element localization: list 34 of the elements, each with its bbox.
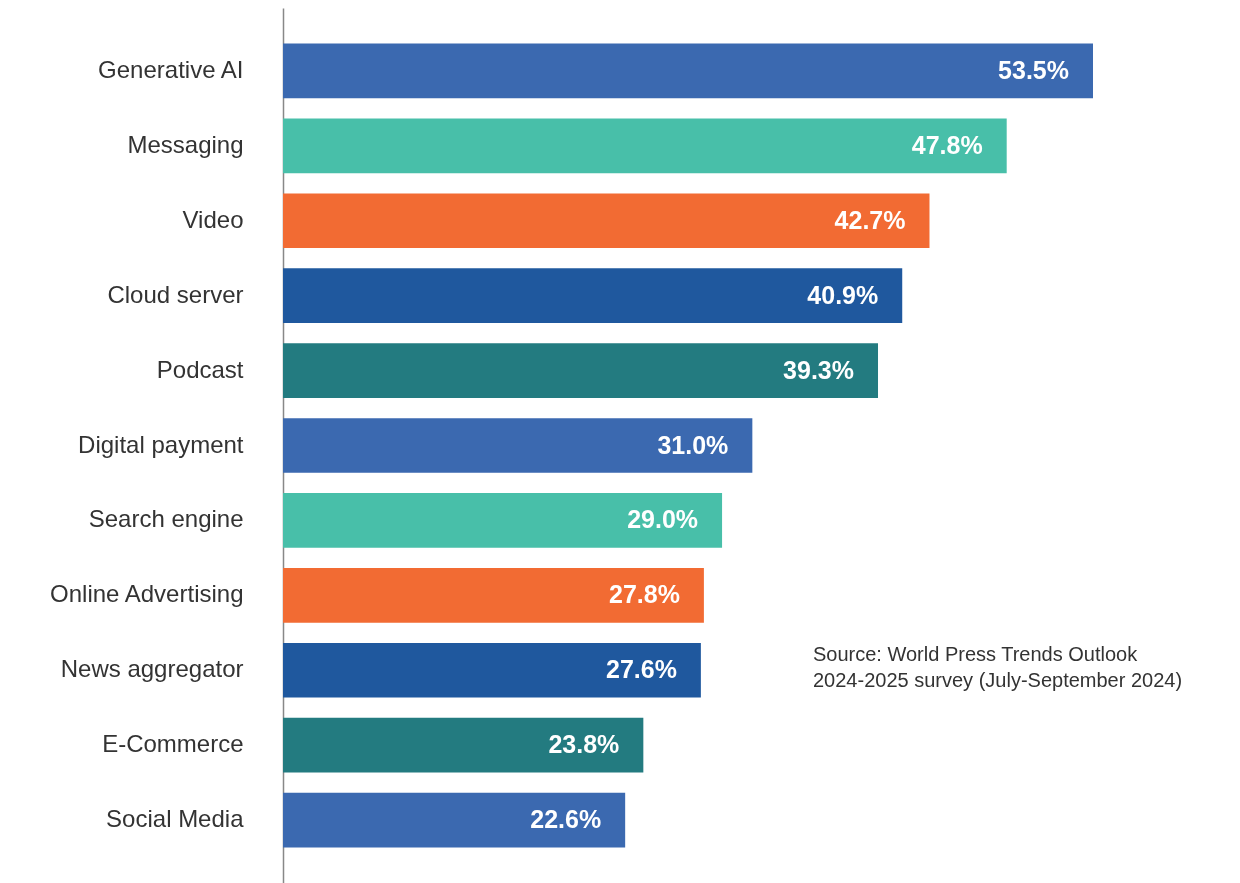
y-tick-label: E-Commerce xyxy=(102,730,244,758)
bar xyxy=(283,418,753,473)
bar xyxy=(283,642,701,698)
data-label: 27.6% xyxy=(605,655,677,684)
bar xyxy=(283,118,1007,174)
y-tick-label: Social Media xyxy=(106,805,245,833)
data-label: 47.8% xyxy=(911,130,983,159)
data-label: 53.5% xyxy=(998,55,1069,84)
bar xyxy=(283,493,723,548)
data-label: 31.0% xyxy=(657,430,729,459)
y-tick-label: Digital payment xyxy=(78,430,244,458)
data-label: 22.6% xyxy=(530,805,602,834)
data-label: 27.8% xyxy=(609,580,680,609)
annotation: Source: World Press Trends Outlook 2024-2025 survey (July-September 2024) xyxy=(813,643,1183,691)
y-tick-label: Online Advertising xyxy=(50,580,244,608)
data-label: 23.8% xyxy=(548,730,620,759)
data-label: 42.7% xyxy=(834,205,906,234)
bar xyxy=(283,717,644,773)
bar xyxy=(283,43,1093,99)
y-tick-label: Generative AI xyxy=(98,55,244,83)
y-tick-label: Podcast xyxy=(156,355,244,383)
y-tick-label: Messaging xyxy=(127,130,244,158)
data-label: 40.9% xyxy=(807,280,879,309)
bar xyxy=(283,193,930,249)
y-tick-label: Search engine xyxy=(88,505,244,533)
y-tick-label: Cloud server xyxy=(107,280,244,308)
y-tick-label: News aggregator xyxy=(60,655,244,683)
data-label: 39.3% xyxy=(783,355,855,384)
y-tick-label: Video xyxy=(182,205,244,233)
bar xyxy=(283,268,903,324)
bar xyxy=(283,792,626,848)
bar xyxy=(283,567,704,623)
bar xyxy=(283,343,879,398)
data-label: 29.0% xyxy=(627,505,699,534)
